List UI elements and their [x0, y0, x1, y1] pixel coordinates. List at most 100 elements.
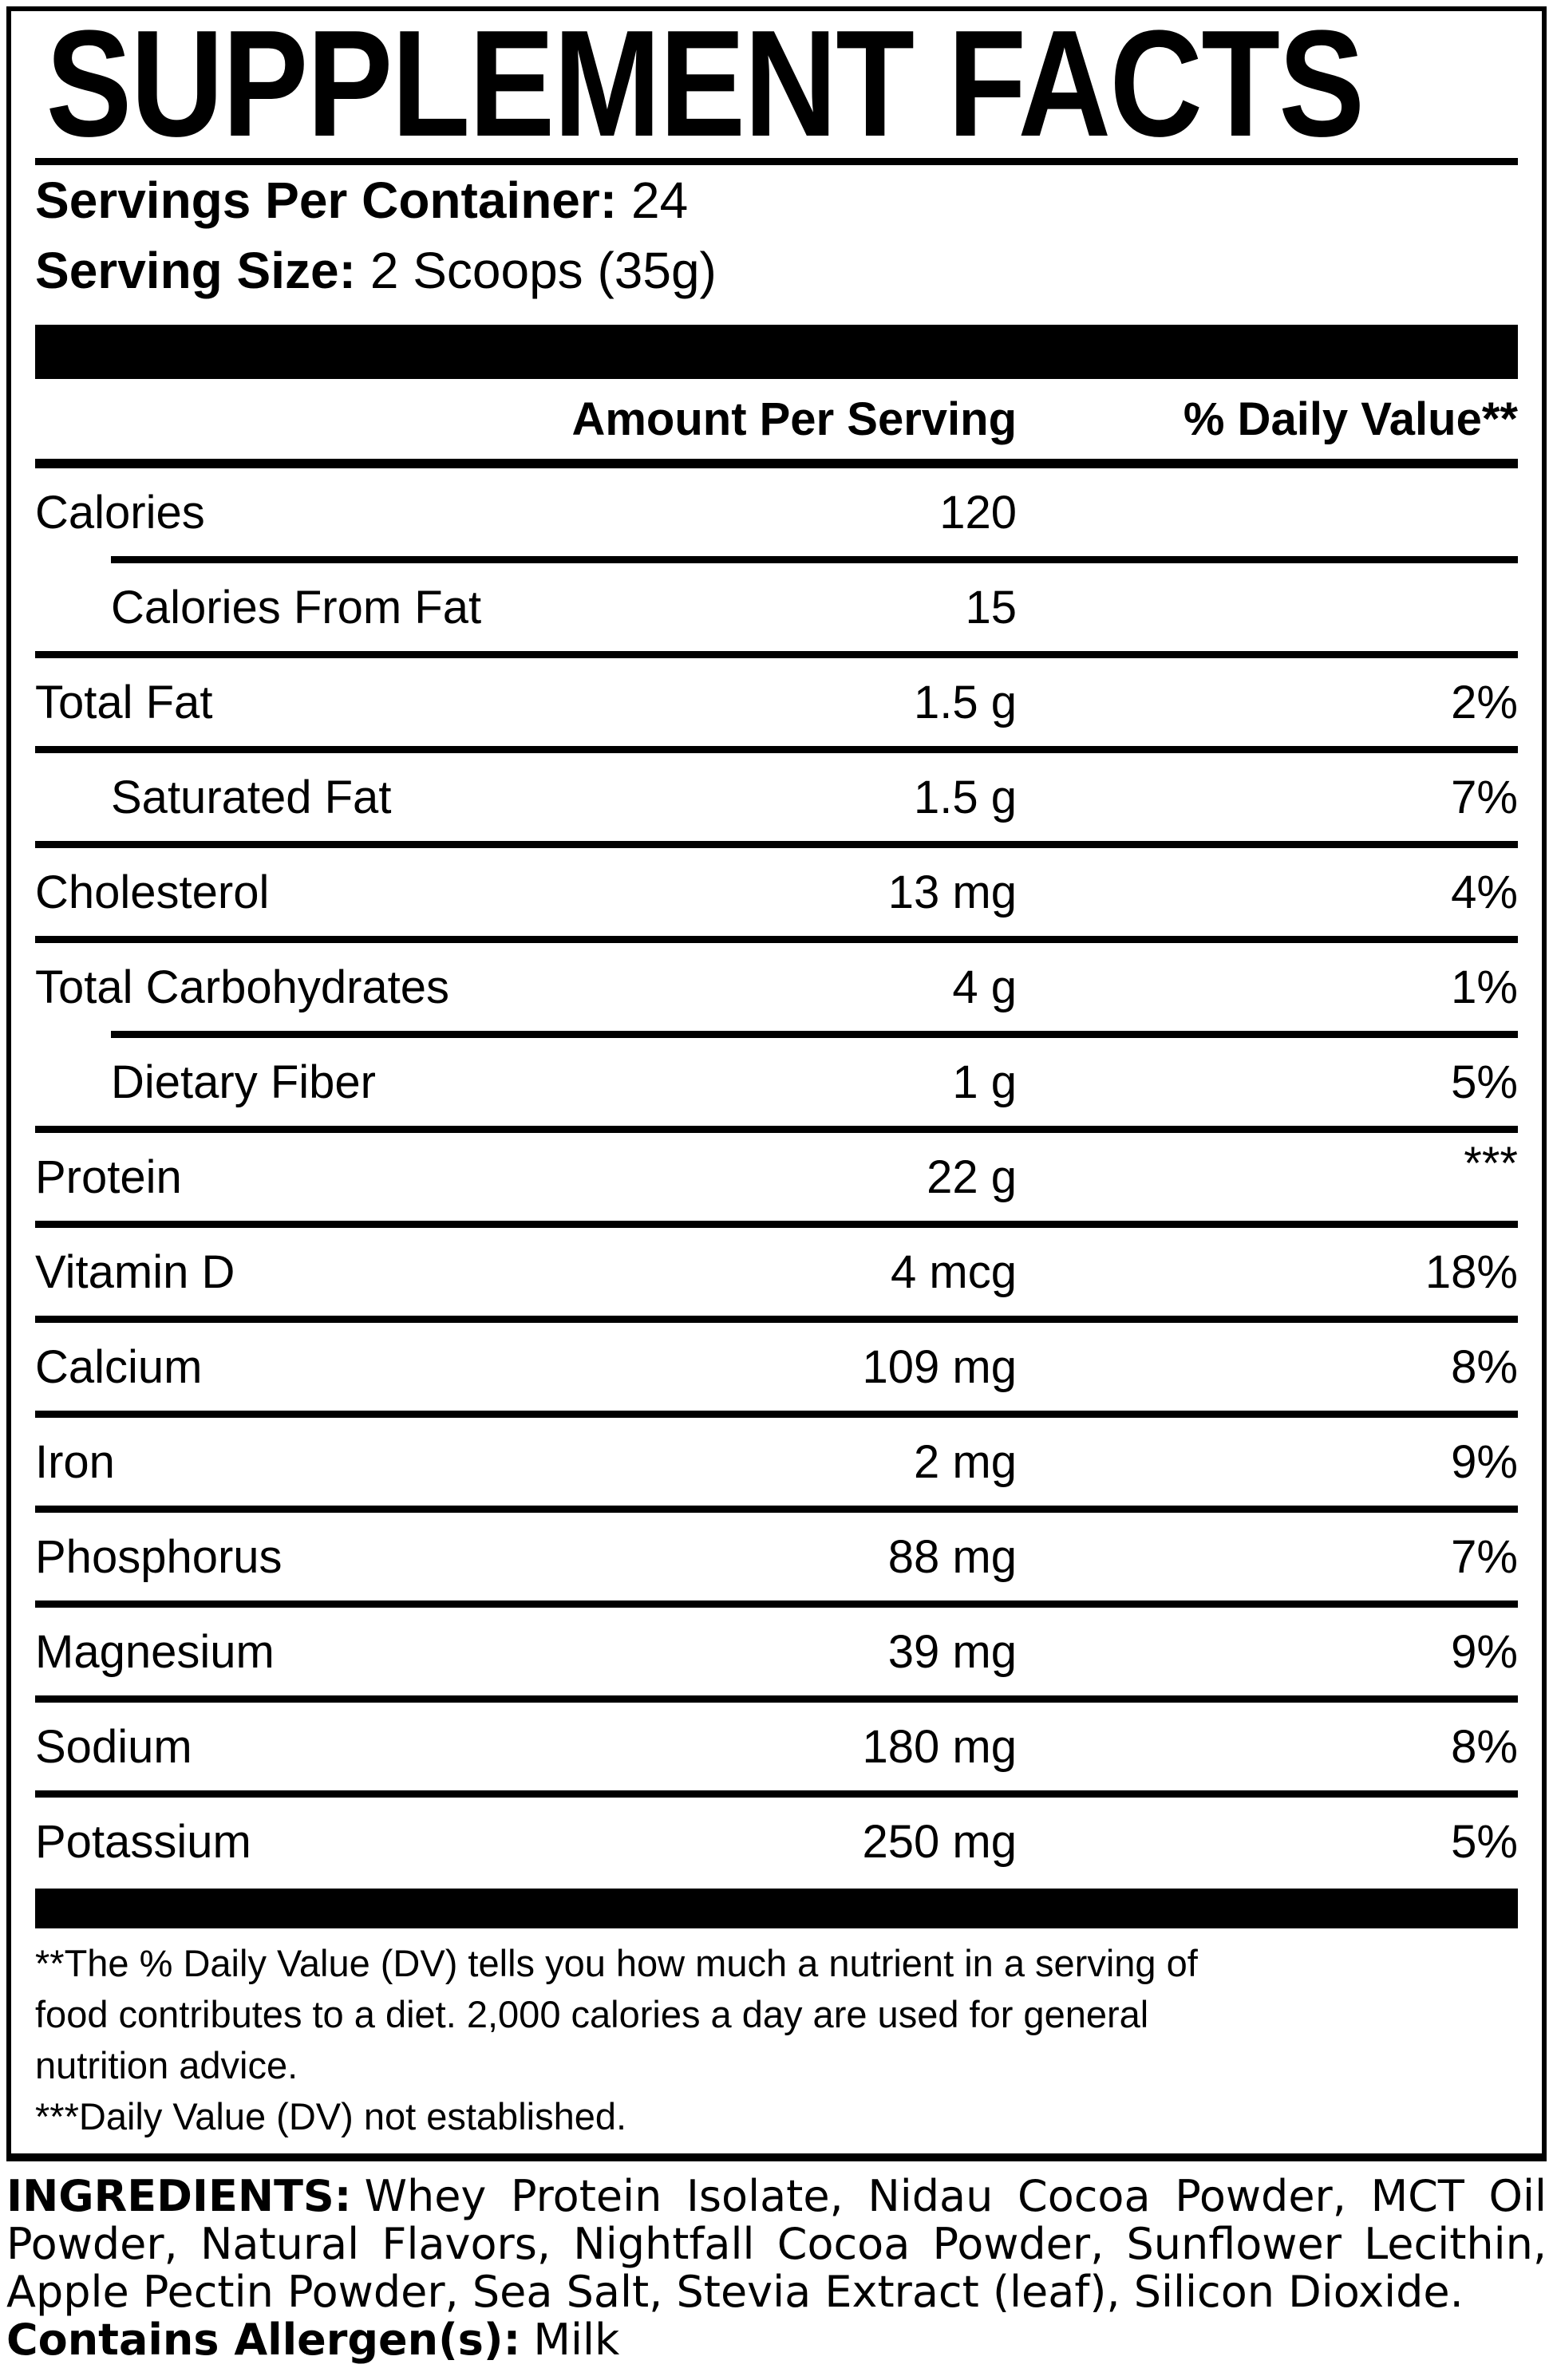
nutrient-amount: 120: [939, 486, 1017, 539]
row-divider: [111, 556, 1518, 563]
serving-size-label: Serving Size:: [35, 242, 356, 299]
nutrient-dv: 9%: [1451, 1435, 1518, 1488]
row-divider: [35, 651, 1518, 658]
table-row-vitamin-d: Vitamin D 4 mcg 18%: [35, 1228, 1518, 1316]
serving-size-value: 2 Scoops (35g): [369, 242, 717, 299]
table-row-dietary-fiber: Dietary Fiber 1 g 5%: [35, 1038, 1518, 1126]
nutrient-dv: ***: [1464, 1138, 1518, 1190]
table-row-phosphorus: Phosphorus 88 mg 7%: [35, 1513, 1518, 1600]
ingredients-section: INGREDIENTS: Whey Protein Isolate, Nidau …: [6, 2173, 1547, 2364]
column-header-amount: Amount Per Serving: [571, 393, 1017, 445]
nutrient-dv: 4%: [1451, 866, 1518, 918]
row-divider: [35, 1316, 1518, 1323]
nutrient-amount: 1 g: [952, 1056, 1017, 1108]
ingredients-heading: INGREDIENTS:: [6, 2171, 352, 2221]
row-divider: [35, 1695, 1518, 1703]
table-row-total-carbohydrates: Total Carbohydrates 4 g 1%: [35, 943, 1518, 1031]
nutrient-name: Iron: [35, 1435, 115, 1488]
row-divider: [35, 841, 1518, 848]
nutrient-dv: 7%: [1451, 1530, 1518, 1583]
ingredients-line1: INGREDIENTS: Whey Protein Isolate, Nidau …: [6, 2173, 1547, 2220]
row-divider: [35, 1506, 1518, 1513]
allergen-label: Contains Allergen(s):: [6, 2315, 521, 2365]
footnote-daily-value-line3: nutrition advice.: [35, 2044, 298, 2086]
row-divider: [35, 1221, 1518, 1228]
nutrient-name: Total Fat: [35, 676, 213, 728]
serving-size: Serving Size: 2 Scoops (35g): [35, 235, 1518, 306]
nutrient-dv: 18%: [1425, 1245, 1518, 1298]
page-title: SUPPLEMENT FACTS: [45, 0, 1365, 168]
nutrient-name: Calories From Fat: [111, 581, 482, 633]
supplement-facts-label: SUPPLEMENT FACTS Servings Per Container:…: [6, 6, 1547, 2161]
nutrient-name: Protein: [35, 1151, 182, 1203]
table-row-calcium: Calcium 109 mg 8%: [35, 1323, 1518, 1411]
table-header-divider: [35, 459, 1518, 468]
table-row-cholesterol: Cholesterol 13 mg 4%: [35, 848, 1518, 936]
nutrient-name: Phosphorus: [35, 1530, 283, 1583]
nutrient-amount: 1.5 g: [914, 771, 1017, 823]
row-divider: [35, 1411, 1518, 1418]
ingredients-line3: Apple Pectin Powder, Sea Salt, Stevia Ex…: [6, 2267, 1464, 2317]
nutrient-amount: 39 mg: [887, 1625, 1017, 1678]
row-divider: [35, 1600, 1518, 1608]
table-row-saturated-fat: Saturated Fat 1.5 g 7%: [35, 753, 1518, 841]
nutrient-amount: 4 mcg: [891, 1245, 1017, 1298]
nutrient-dv: 9%: [1451, 1625, 1518, 1678]
nutrient-name: Saturated Fat: [111, 771, 392, 823]
nutrient-amount: 22 g: [927, 1151, 1017, 1203]
row-divider: [35, 936, 1518, 943]
nutrient-dv: 8%: [1451, 1720, 1518, 1773]
nutrient-name: Sodium: [35, 1720, 192, 1773]
nutrient-amount: 1.5 g: [914, 676, 1017, 728]
table-row-potassium: Potassium 250 mg 5%: [35, 1798, 1518, 1885]
nutrient-dv: 7%: [1451, 771, 1518, 823]
ingredients-line1-text: Whey Protein Isolate, Nidau Cocoa Powder…: [364, 2171, 1547, 2221]
nutrient-name: Cholesterol: [35, 866, 270, 918]
nutrient-amount: 13 mg: [887, 866, 1017, 918]
row-divider: [35, 1790, 1518, 1798]
table-header-row: Amount Per Serving % Daily Value**: [35, 379, 1518, 459]
servings-per-container: Servings Per Container: 24: [35, 165, 1518, 235]
nutrient-amount: 4 g: [952, 961, 1017, 1013]
row-divider: [35, 1126, 1518, 1133]
footnote-daily-value-line2: food contributes to a diet. 2,000 calori…: [35, 1993, 1149, 2035]
column-header-daily-value: % Daily Value**: [1183, 393, 1518, 445]
nutrient-name: Potassium: [35, 1815, 251, 1868]
nutrient-name: Magnesium: [35, 1625, 275, 1678]
ingredients-line2: Powder, Natural Flavors, Nightfall Cocoa…: [6, 2219, 1547, 2269]
table-row-calories: Calories 120: [35, 468, 1518, 556]
footnote-daily-value-line1: **The % Daily Value (DV) tells you how m…: [35, 1942, 1198, 1984]
nutrient-name: Vitamin D: [35, 1245, 235, 1298]
servings-per-container-value: 24: [631, 172, 689, 229]
footnote-dv-not-established: ***Daily Value (DV) not established.: [35, 2095, 627, 2137]
nutrient-name: Calories: [35, 486, 205, 539]
nutrient-amount: 88 mg: [887, 1530, 1017, 1583]
nutrient-dv: 2%: [1451, 676, 1518, 728]
section-bar-top: [35, 325, 1518, 379]
table-row-sodium: Sodium 180 mg 8%: [35, 1703, 1518, 1790]
row-divider: [111, 1031, 1518, 1038]
table-row-iron: Iron 2 mg 9%: [35, 1418, 1518, 1506]
allergen-statement: Contains Allergen(s): Milk: [6, 2316, 1547, 2364]
nutrient-name: Calcium: [35, 1340, 203, 1393]
servings-per-container-label: Servings Per Container:: [35, 172, 618, 229]
nutrient-amount: 15: [965, 581, 1017, 633]
nutrient-dv: 1%: [1451, 961, 1518, 1013]
nutrient-name: Total Carbohydrates: [35, 961, 450, 1013]
nutrient-dv: 5%: [1451, 1815, 1518, 1868]
nutrient-amount: 2 mg: [914, 1435, 1017, 1488]
footnotes: **The % Daily Value (DV) tells you how m…: [35, 1938, 1518, 2142]
nutrient-name: Dietary Fiber: [111, 1056, 376, 1108]
title-divider: [35, 158, 1518, 165]
section-bar-bottom: [35, 1889, 1518, 1928]
table-row-total-fat: Total Fat 1.5 g 2%: [35, 658, 1518, 746]
nutrient-amount: 109 mg: [862, 1340, 1017, 1393]
nutrient-amount: 180 mg: [862, 1720, 1017, 1773]
table-row-calories-from-fat: Calories From Fat 15: [35, 563, 1518, 651]
nutrient-amount: 250 mg: [862, 1815, 1017, 1868]
nutrient-dv: 5%: [1451, 1056, 1518, 1108]
table-row-magnesium: Magnesium 39 mg 9%: [35, 1608, 1518, 1695]
nutrient-dv: 8%: [1451, 1340, 1518, 1393]
row-divider: [35, 746, 1518, 753]
allergen-value: Milk: [533, 2315, 620, 2365]
